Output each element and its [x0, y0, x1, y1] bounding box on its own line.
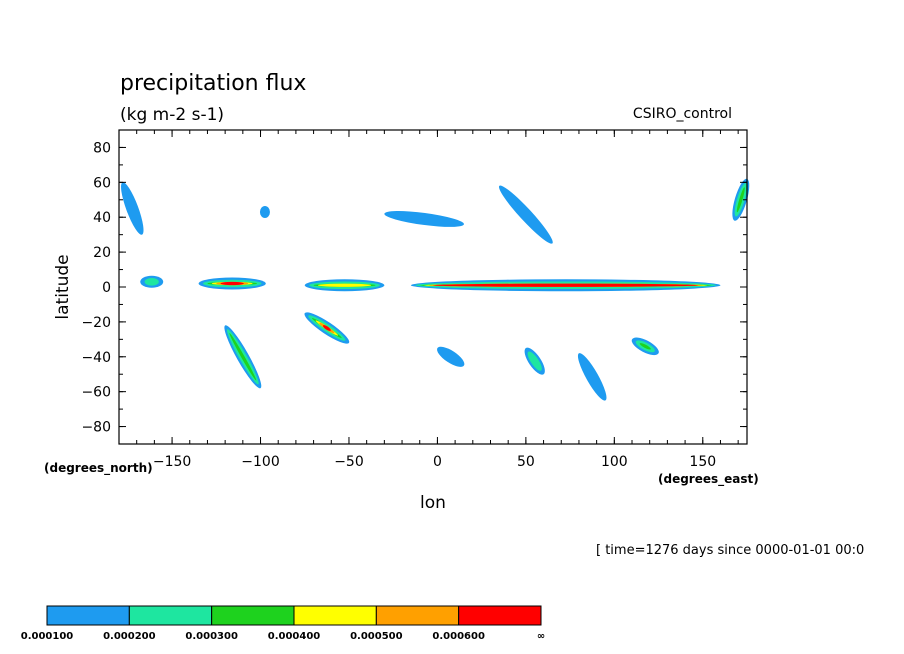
colorbar-label: 0.000500 — [350, 631, 403, 642]
colorbar-label: 0.000100 — [21, 631, 74, 642]
colorbar-swatch — [211, 605, 295, 626]
x-tick-label: −50 — [334, 454, 364, 470]
contour-fills — [121, 178, 750, 401]
contour-band — [121, 182, 144, 235]
y-tick-label: 20 — [93, 245, 111, 261]
y-tick-label: 40 — [93, 210, 111, 226]
colorbar-label: ∞ — [537, 631, 545, 642]
contour-band — [229, 333, 257, 381]
colorbar-label: 0.000300 — [185, 631, 238, 642]
y-tick-label: −20 — [81, 315, 111, 331]
colorbar-label: 0.000400 — [268, 631, 321, 642]
y-tick-label: −80 — [81, 420, 111, 436]
contour-band — [432, 283, 699, 287]
chart-units: (kg m-2 s-1) — [120, 105, 224, 125]
contour-band — [322, 325, 331, 331]
colorbar-label: 0.000600 — [432, 631, 485, 642]
chart-title: precipitation flux — [120, 71, 306, 96]
contour-band — [498, 185, 553, 244]
colorbar-swatch — [128, 605, 213, 626]
axis-ticks: −150 −100 −50 0 50 100 150 80 60 40 20 0 −20 −40 −60 −8… — [81, 130, 747, 470]
contour-band — [736, 187, 745, 213]
contour-band — [259, 205, 270, 218]
contour-band — [577, 353, 607, 401]
x-units-label: (degrees_east) — [658, 472, 759, 487]
contour-band — [527, 351, 542, 371]
chart-source: CSIRO_control — [633, 106, 732, 122]
y-axis-title: latitude — [53, 254, 73, 319]
colorbar: 0.000100 0.000200 0.000300 0.000400 0.000500… — [21, 605, 545, 642]
contour-band — [144, 277, 159, 286]
colorbar-swatch — [293, 605, 377, 626]
y-tick-label: 80 — [93, 140, 111, 156]
y-units-label: (degrees_north) — [44, 461, 153, 476]
contour-band — [220, 281, 244, 286]
contour-band — [437, 346, 465, 367]
y-tick-label: −60 — [81, 385, 111, 401]
y-tick-label: 60 — [93, 175, 111, 191]
x-tick-label: 100 — [601, 454, 628, 470]
contour-band — [317, 283, 372, 287]
x-tick-label: 150 — [689, 454, 716, 470]
contour-band — [384, 211, 464, 227]
x-tick-label: 0 — [433, 454, 442, 470]
colorbar-swatch — [458, 605, 542, 626]
x-tick-label: −150 — [153, 454, 191, 470]
x-axis-title: lon — [420, 493, 446, 513]
x-tick-label: −100 — [241, 454, 279, 470]
colorbar-label: 0.000200 — [103, 631, 156, 642]
y-tick-label: −40 — [81, 350, 111, 366]
colorbar-swatch — [375, 605, 460, 626]
contour-band — [639, 343, 651, 350]
x-tick-label: 50 — [517, 454, 535, 470]
y-tick-label: 0 — [102, 280, 111, 296]
colorbar-swatch — [46, 605, 130, 626]
time-label: [ time=1276 days since 0000-01-01 00:0 — [596, 543, 864, 558]
